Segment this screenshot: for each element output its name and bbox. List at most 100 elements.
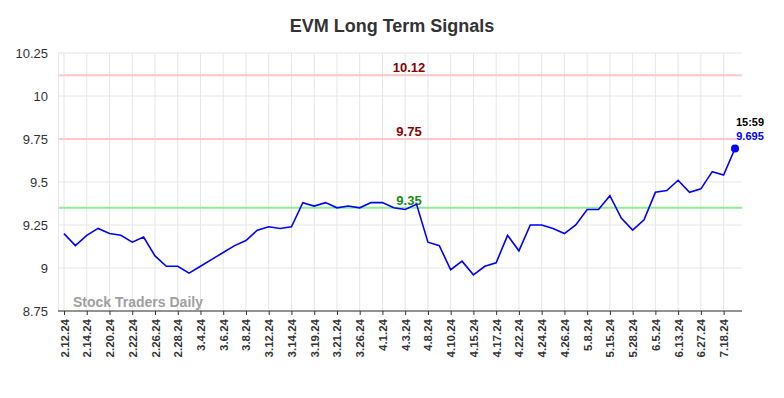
grid-line [268,53,269,311]
tick-mark [337,311,338,315]
tick: 2.20.24 [104,311,116,357]
tick: 4.1.24 [377,311,389,351]
tick-label: 5.15.24 [604,318,616,357]
reference-label: 10.12 [393,60,426,75]
tick-label: 7.18.24 [718,318,730,357]
tick-mark [701,311,702,315]
grid-line [632,53,633,311]
grid-line [359,53,360,311]
tick: 2.12.24 [59,311,71,357]
tick-label: 10 [34,89,48,104]
grid-line [86,53,87,311]
reference-lines: 10.12 9.75 9.35 [58,60,742,207]
grid-line [450,53,451,311]
tick-mark [223,311,224,315]
tick: 3.4.24 [195,311,207,351]
tick-mark [64,311,65,315]
tick-label: 4.17.24 [491,318,503,357]
grid-line [496,53,497,311]
grid-line [609,53,610,311]
watermark: Stock Traders Daily [73,294,203,310]
grid-line [154,53,155,311]
tick-label: 6.13.24 [673,318,685,357]
tick: 5.8.24 [582,311,594,351]
tick-mark [496,311,497,315]
tick-mark [587,311,588,315]
tick: 4.24.24 [536,311,548,357]
tick-mark [314,311,315,315]
grid-line [132,53,133,311]
tick: 4.26.24 [559,311,571,357]
time-label: 15:59 [736,116,764,128]
axis-line [58,311,742,312]
tick-label: 4.15.24 [468,318,480,357]
tick-label: 2.26.24 [150,318,162,357]
tick-label: 9.25 [23,218,48,233]
tick-mark [564,311,565,315]
tick-mark [678,311,679,315]
tick-label: 9.5 [30,175,48,190]
reference-label: 9.75 [396,124,421,139]
tick-mark [155,311,156,315]
grid [58,53,742,311]
grid-line [58,268,742,269]
tick: 4.3.24 [400,311,412,351]
tick: 9 [41,261,58,276]
title: EVM Long Term Signals [290,16,495,36]
tick-label: 3.4.24 [195,318,207,351]
y-axis: 8.7599.259.59.751010.25 [15,46,58,319]
tick: 6.5.24 [650,311,662,351]
grid-line [58,53,742,54]
tick-mark [405,311,406,315]
tick-label: 4.22.24 [513,318,525,357]
tick: 6.13.24 [673,311,685,357]
tick-mark [542,311,543,315]
tick-mark [519,311,520,315]
tick-label: 3.14.24 [286,318,298,357]
tick-label: 5.8.24 [582,318,594,351]
tick-label: 9 [41,261,48,276]
grid-line [291,53,292,311]
grid-line [405,53,406,311]
tick-label: 3.8.24 [240,318,252,351]
tick: 9.5 [30,175,58,190]
tick-mark [724,311,725,315]
tick-label: 2.20.24 [104,318,116,357]
tick-mark [428,311,429,315]
tick-label: 4.10.24 [445,318,457,357]
grid-line [245,53,246,311]
grid-line [58,182,742,183]
tick-label: 5.28.24 [627,318,639,357]
grid-line [518,53,519,311]
tick-mark [655,311,656,315]
tick-mark [200,311,201,315]
tick: 4.22.24 [513,311,525,357]
grid-line [473,53,474,311]
grid-line [541,53,542,311]
axis-line [58,54,59,312]
tick-mark [633,311,634,315]
tick-label: 2.14.24 [81,318,93,357]
plot-area [64,144,739,274]
tick-label: 6.27.24 [695,318,707,357]
tick-label: 3.21.24 [331,318,343,357]
tick-label: 4.24.24 [536,318,548,357]
tick: 2.28.24 [172,311,184,357]
tick: 5.15.24 [604,311,616,357]
grid-line [678,53,679,311]
tick-label: 3.6.24 [218,318,230,351]
tick: 2.14.24 [81,311,93,357]
reference-label: 9.35 [396,193,421,208]
tick: 4.17.24 [491,311,503,357]
tick-mark [360,311,361,315]
tick-label: 4.1.24 [377,318,389,351]
tick: 3.6.24 [218,311,230,351]
tick-label: 2.12.24 [59,318,71,357]
grid-line [109,53,110,311]
tick: 9.25 [23,218,58,233]
tick-label: 10.25 [15,46,48,61]
grid-line [314,53,315,311]
tick: 10 [34,89,58,104]
tick: 3.26.24 [354,311,366,357]
tick-mark [269,311,270,315]
